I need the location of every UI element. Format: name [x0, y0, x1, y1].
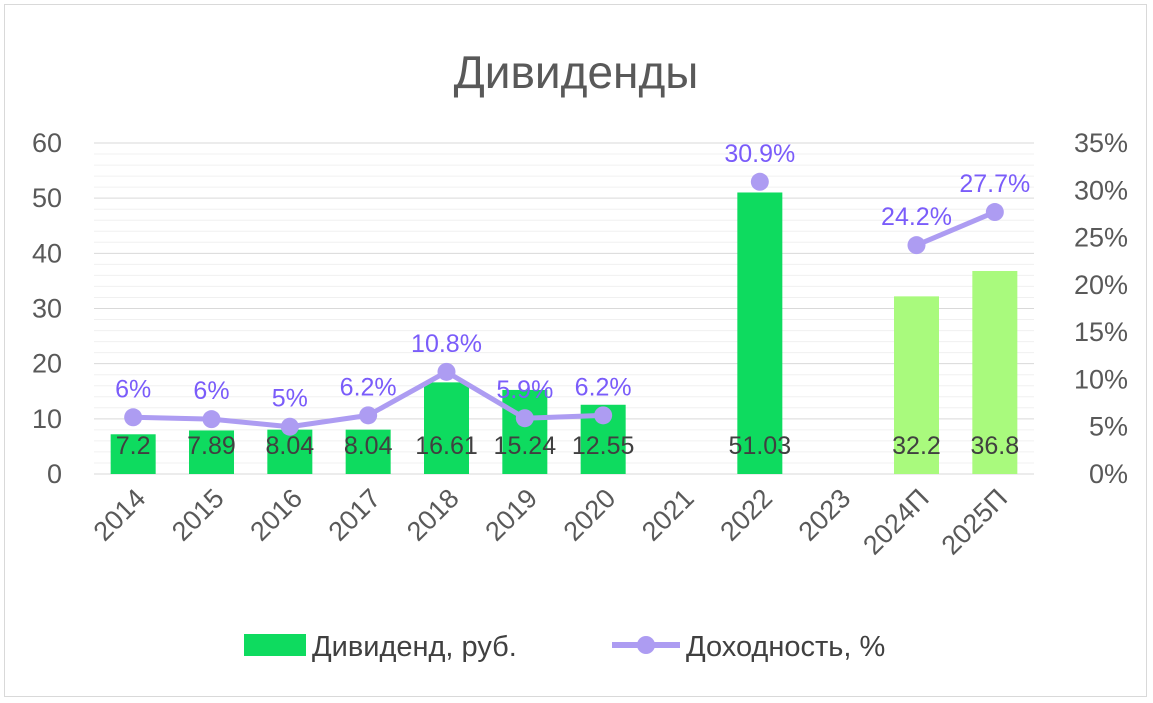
left-axis-tick: 60	[32, 128, 62, 158]
right-axis-tick: 10%	[1074, 364, 1128, 394]
bar-2022	[737, 192, 783, 474]
right-axis-tick: 5%	[1089, 412, 1128, 442]
left-axis-tick: 20	[32, 349, 62, 379]
x-axis-tick: 2017	[323, 483, 387, 547]
yield-line-segment	[915, 209, 996, 248]
x-axis-tick: 2015	[166, 483, 230, 547]
left-axis-tick: 40	[32, 238, 62, 268]
yield-point-2016	[280, 417, 299, 436]
yield-point-2017	[359, 406, 378, 425]
gridlines	[94, 142, 1034, 475]
bar-label-2025П: 36.8	[970, 432, 1019, 460]
bar-labels: 7.2 7.89 8.04 8.04 16.61 15.24 12.55 51.03 32.2 3…	[116, 432, 1019, 460]
x-axis-tick: 2022	[714, 483, 778, 547]
bar-label-2014: 7.2	[116, 432, 151, 460]
legend-swatch-yield-marker	[637, 636, 655, 654]
bar-label-2024П: 32.2	[892, 432, 941, 460]
yield-label-2025П: 27.7%	[959, 170, 1030, 198]
yield-label-2019: 5.9%	[496, 376, 553, 404]
x-axis-tick: 2014	[88, 483, 152, 547]
x-axis-tick: 2018	[401, 483, 465, 547]
yield-point-2022	[750, 172, 769, 191]
yield-label-2020: 6.2%	[575, 373, 632, 401]
yield-label-2017: 6.2%	[340, 373, 397, 401]
x-axis-tick: 2020	[558, 483, 622, 547]
bar-2024П	[894, 296, 939, 474]
right-axis: 0% 5% 10% 15% 20% 25% 30% 35%	[1074, 128, 1128, 489]
left-axis: 0 10 20 30 40 50 60	[32, 128, 62, 489]
legend-swatch-dividend	[244, 634, 306, 656]
x-axis-tick: 2024П	[857, 483, 934, 560]
chart-frame	[4, 4, 1147, 697]
legend: Дивиденд, руб. Доходность, %	[244, 631, 885, 663]
x-axis-tick: 2021	[636, 483, 700, 547]
yield-point-2025П	[985, 203, 1004, 222]
legend-label-dividend: Дивиденд, руб.	[312, 631, 517, 663]
bars	[110, 192, 1018, 474]
yield-point-2019	[515, 409, 534, 428]
yield-point-2024П	[907, 236, 926, 255]
bar-label-2017: 8.04	[344, 432, 393, 460]
yield-label-2022: 30.9%	[724, 140, 795, 168]
right-axis-tick: 25%	[1074, 223, 1128, 253]
x-axis-tick: 2016	[244, 483, 308, 547]
bar-2018	[424, 382, 469, 474]
x-axis-tick: 2025П	[936, 483, 1013, 560]
yield-label-2024П: 24.2%	[881, 203, 952, 231]
chart-title: Дивиденды	[454, 46, 699, 98]
legend-label-yield: Доходность, %	[686, 631, 885, 663]
bar-label-2020: 12.55	[572, 432, 635, 460]
yield-line	[124, 172, 1004, 436]
x-axis: 2014 2015 2016 2017 2018 2019 2020 2021 2022 2023…	[88, 483, 1013, 560]
right-axis-tick: 30%	[1074, 175, 1128, 205]
right-axis-tick: 20%	[1074, 270, 1128, 300]
yield-point-2014	[124, 408, 143, 427]
left-axis-tick: 10	[32, 404, 62, 434]
bar-2025П	[972, 270, 1018, 474]
yield-label-2014: 6%	[115, 375, 151, 403]
yield-point-2015	[202, 410, 221, 429]
left-axis-tick: 50	[32, 183, 62, 213]
bar-2017	[345, 429, 391, 474]
x-axis-tick: 2023	[793, 483, 857, 547]
right-axis-tick: 35%	[1074, 128, 1128, 158]
bar-2019	[502, 389, 548, 474]
yield-label-2018: 10.8%	[411, 330, 482, 358]
left-axis-tick: 30	[32, 294, 62, 324]
bar-label-2019: 15.24	[494, 432, 557, 460]
yield-label-2015: 6%	[193, 377, 229, 405]
yield-label-2016: 5%	[272, 385, 308, 413]
x-axis-tick: 2019	[479, 483, 543, 547]
bar-2016	[267, 429, 313, 474]
left-axis-tick: 0	[47, 459, 62, 489]
yield-labels: 6% 6% 5% 6.2% 10.8% 5.9% 6.2% 30.9% 24.2%27.7%	[115, 140, 1030, 413]
right-axis-tick: 15%	[1074, 317, 1128, 347]
yield-point-2018	[437, 362, 456, 381]
bar-label-2016: 8.04	[265, 432, 314, 460]
right-axis-tick: 0%	[1089, 459, 1128, 489]
yield-point-2020	[594, 406, 613, 425]
bar-label-2018: 16.61	[415, 432, 478, 460]
bar-2014	[110, 434, 156, 474]
bar-2015	[189, 430, 234, 474]
bar-label-2022: 51.03	[729, 432, 792, 460]
bar-label-2015: 7.89	[187, 432, 236, 460]
